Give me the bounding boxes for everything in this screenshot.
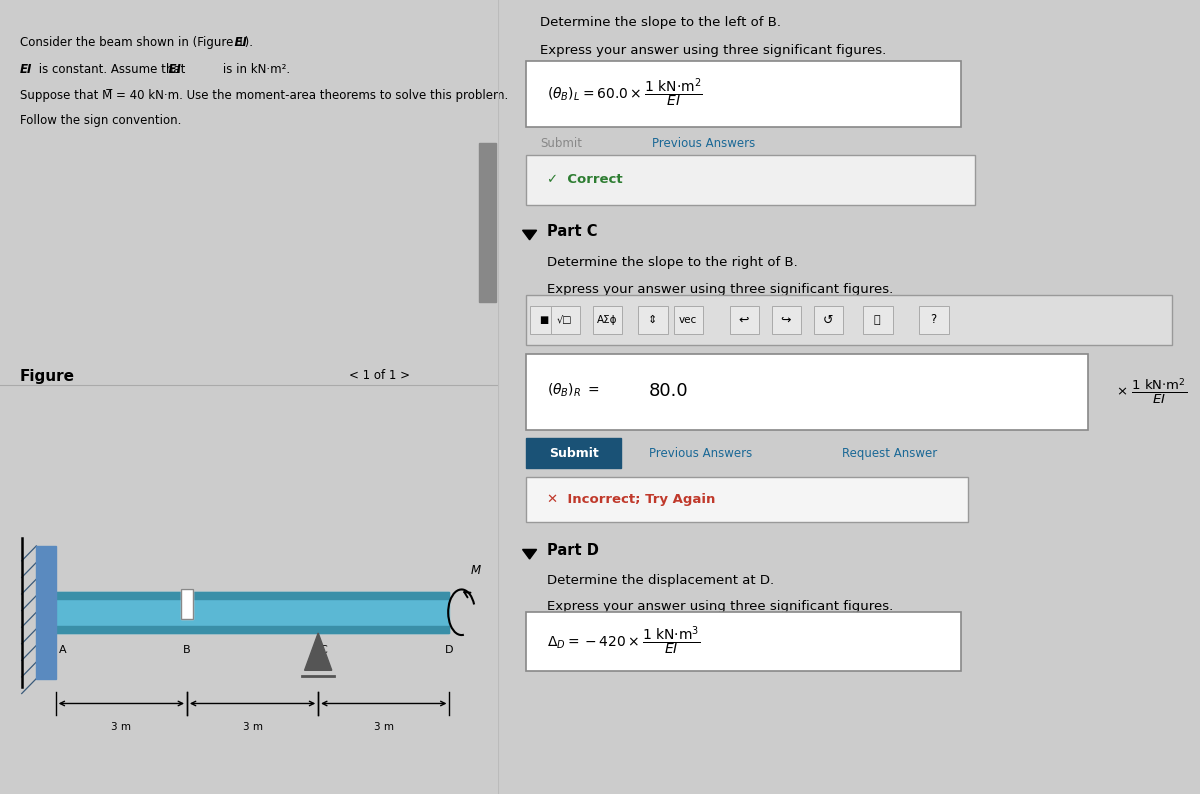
Text: Follow the sign convention.: Follow the sign convention.	[20, 114, 181, 127]
Text: Express your answer using three significant figures.: Express your answer using three signific…	[547, 600, 893, 613]
Text: Part D: Part D	[547, 543, 599, 558]
Text: Previous Answers: Previous Answers	[653, 137, 756, 149]
FancyBboxPatch shape	[814, 306, 844, 334]
Text: Determine the displacement at D.: Determine the displacement at D.	[547, 574, 774, 587]
Text: is constant. Assume that          is in kN·m².: is constant. Assume that is in kN·m².	[20, 63, 290, 75]
Text: Suppose that M̅ = 40 kN·m. Use the moment-area theorems to solve this problem.: Suppose that M̅ = 40 kN·m. Use the momen…	[20, 89, 508, 102]
FancyBboxPatch shape	[772, 306, 802, 334]
Text: < 1 of 1 >: < 1 of 1 >	[348, 369, 409, 382]
Text: Part C: Part C	[547, 224, 598, 239]
FancyBboxPatch shape	[526, 438, 620, 468]
Text: Figure: Figure	[20, 369, 74, 384]
FancyBboxPatch shape	[526, 61, 961, 127]
Text: A: A	[59, 646, 67, 655]
Polygon shape	[522, 549, 536, 559]
Text: Request Answer: Request Answer	[842, 447, 937, 460]
FancyBboxPatch shape	[593, 306, 623, 334]
FancyBboxPatch shape	[526, 612, 961, 671]
Bar	[181, 589, 193, 619]
Text: AΣϕ: AΣϕ	[596, 315, 617, 325]
FancyBboxPatch shape	[730, 306, 760, 334]
Text: Submit: Submit	[540, 137, 582, 149]
Text: $\times\ \dfrac{1\ \mathrm{kN{\cdot}m^2}}{EI}$: $\times\ \dfrac{1\ \mathrm{kN{\cdot}m^2}…	[1116, 376, 1187, 406]
FancyBboxPatch shape	[919, 306, 949, 334]
Text: Express your answer using three significant figures.: Express your answer using three signific…	[540, 44, 887, 56]
FancyBboxPatch shape	[863, 306, 893, 334]
FancyBboxPatch shape	[526, 155, 976, 205]
Text: ↩: ↩	[738, 314, 749, 326]
FancyBboxPatch shape	[526, 354, 1087, 430]
Bar	[181, 589, 193, 619]
Text: ↪: ↪	[780, 314, 791, 326]
Text: Determine the slope to the left of B.: Determine the slope to the left of B.	[540, 16, 781, 29]
FancyBboxPatch shape	[673, 306, 703, 334]
Text: ✕  Incorrect; Try Again: ✕ Incorrect; Try Again	[547, 493, 715, 506]
FancyBboxPatch shape	[638, 306, 668, 334]
Text: Submit: Submit	[548, 447, 599, 460]
Text: M: M	[472, 565, 481, 577]
Bar	[479, 143, 496, 302]
Text: Determine the slope to the right of B.: Determine the slope to the right of B.	[547, 256, 798, 268]
Bar	[36, 546, 55, 679]
Bar	[55, 592, 449, 599]
FancyBboxPatch shape	[551, 306, 580, 334]
Text: $(\theta_B)_L = 60.0 \times \dfrac{1\ \mathrm{kN{\cdot}m^2}}{EI}$: $(\theta_B)_L = 60.0 \times \dfrac{1\ \m…	[547, 76, 703, 110]
Text: Consider the beam shown in (Figure 1).: Consider the beam shown in (Figure 1).	[20, 36, 257, 48]
Text: $(\theta_B)_R\ =$: $(\theta_B)_R\ =$	[547, 382, 600, 399]
Text: 3 m: 3 m	[242, 722, 263, 732]
Text: 3 m: 3 m	[373, 722, 394, 732]
Text: EI: EI	[20, 36, 247, 48]
Text: ↺: ↺	[823, 314, 833, 326]
FancyBboxPatch shape	[529, 306, 559, 334]
Text: ?: ?	[930, 314, 936, 326]
Text: Previous Answers: Previous Answers	[649, 447, 752, 460]
Text: D: D	[445, 646, 454, 655]
Text: √□: √□	[557, 315, 572, 325]
Text: ✓  Correct: ✓ Correct	[547, 173, 623, 186]
Text: C: C	[319, 646, 326, 655]
Bar	[55, 626, 449, 633]
Text: Express your answer using three significant figures.: Express your answer using three signific…	[547, 283, 893, 295]
Text: ⎕: ⎕	[874, 315, 881, 325]
Text: ⇕: ⇕	[648, 315, 658, 325]
Bar	[55, 592, 449, 633]
Text: B: B	[184, 646, 191, 655]
Text: EI: EI	[20, 63, 181, 75]
Text: 80.0: 80.0	[649, 382, 689, 399]
Text: 3 m: 3 m	[112, 722, 131, 732]
FancyBboxPatch shape	[526, 477, 968, 522]
Polygon shape	[522, 230, 536, 240]
Text: $\Delta_D = -420 \times \dfrac{1\ \mathrm{kN{\cdot}m^3}}{EI}$: $\Delta_D = -420 \times \dfrac{1\ \mathr…	[547, 624, 701, 657]
Text: vec: vec	[678, 315, 697, 325]
Text: EI: EI	[20, 63, 32, 75]
Text: ■: ■	[539, 315, 548, 325]
FancyBboxPatch shape	[526, 295, 1172, 345]
Polygon shape	[305, 633, 331, 670]
